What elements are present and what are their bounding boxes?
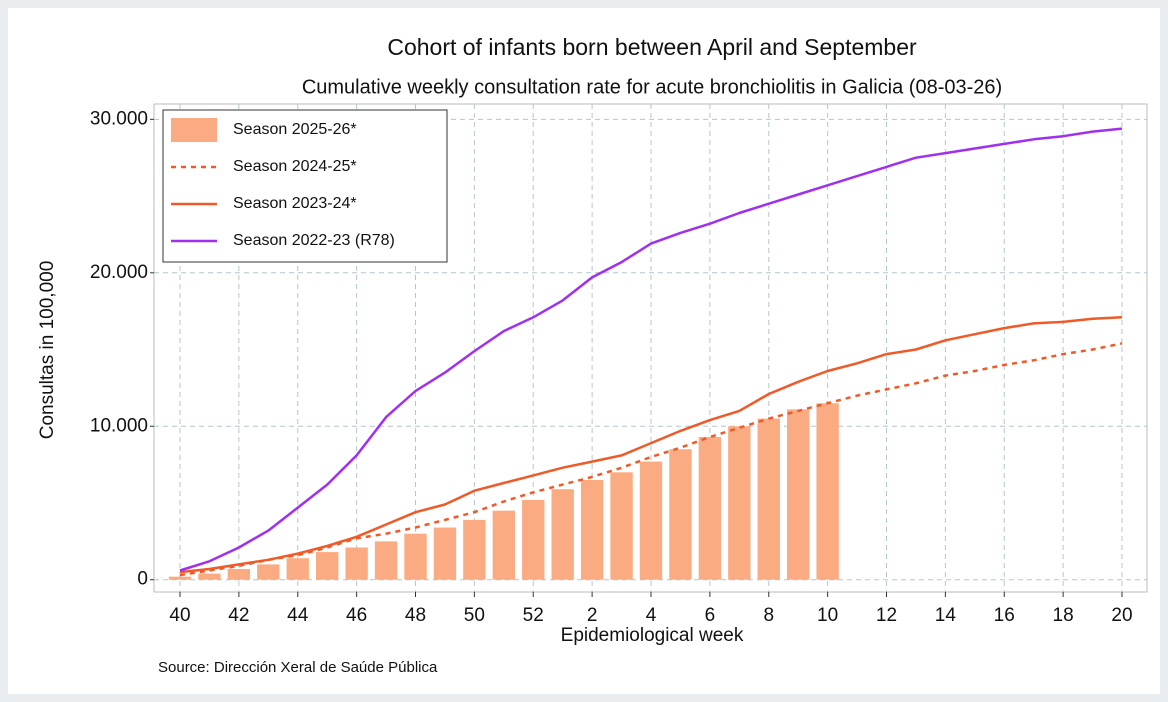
x-tick-label: 44 [287,605,309,626]
bar [257,564,280,580]
x-tick-label: 12 [876,605,897,626]
bar [757,418,780,580]
x-tick-label: 48 [405,605,426,626]
bar [286,558,309,580]
legend-label: Season 2025-26* [233,121,357,138]
x-tick-label: 6 [705,605,716,626]
x-tick-label: 8 [763,605,774,626]
legend-label: Season 2023-24* [233,195,357,212]
y-tick-label: 0 [137,569,148,590]
x-tick-label: 42 [228,605,249,626]
x-axis-label: Epidemiological week [561,625,744,646]
y-axis-label: Consultas in 100,000 [37,261,58,440]
x-tick-label: 2 [587,605,598,626]
x-tick-label: 14 [935,605,957,626]
chart-title: Cohort of infants born between April and… [387,34,917,60]
bar [463,519,486,580]
x-tick-label: 4 [646,605,657,626]
bar [698,437,722,580]
bar [316,552,339,580]
bar [639,461,663,580]
bar [227,568,251,580]
bar [374,541,398,580]
x-tick-label: 10 [817,605,838,626]
bar [787,409,810,580]
x-tick-label: 20 [1111,605,1132,626]
x-tick-label: 18 [1053,605,1074,626]
y-tick-label: 20.000 [90,262,148,283]
x-tick-label: 40 [169,605,190,626]
bar [522,499,545,580]
y-tick-label: 30.000 [90,108,148,129]
bar [198,573,221,580]
bar [433,527,457,580]
chart-subtitle: Cumulative weekly consultation rate for … [302,76,1002,98]
source-note: Source: Dirección Xeral de Saúde Pública [158,659,438,676]
series-line [179,342,1123,577]
bar [728,426,751,580]
bar [610,472,633,580]
legend-swatch [171,118,217,142]
series-line [179,316,1123,574]
bar [345,547,368,580]
bar [816,403,839,580]
bar [168,576,192,580]
bar [492,510,515,580]
x-tick-label: 50 [464,605,485,626]
legend-label: Season 2024-25* [233,158,357,175]
bar [669,449,692,580]
x-tick-label: 46 [346,605,367,626]
x-tick-label: 16 [994,605,1015,626]
series-line [179,127,1123,572]
legend-label: Season 2022-23 (R78) [233,232,395,249]
bar [580,479,604,580]
y-tick-label: 10.000 [90,415,148,436]
x-tick-label: 52 [523,605,544,626]
bar [404,533,427,580]
bar [551,489,574,580]
